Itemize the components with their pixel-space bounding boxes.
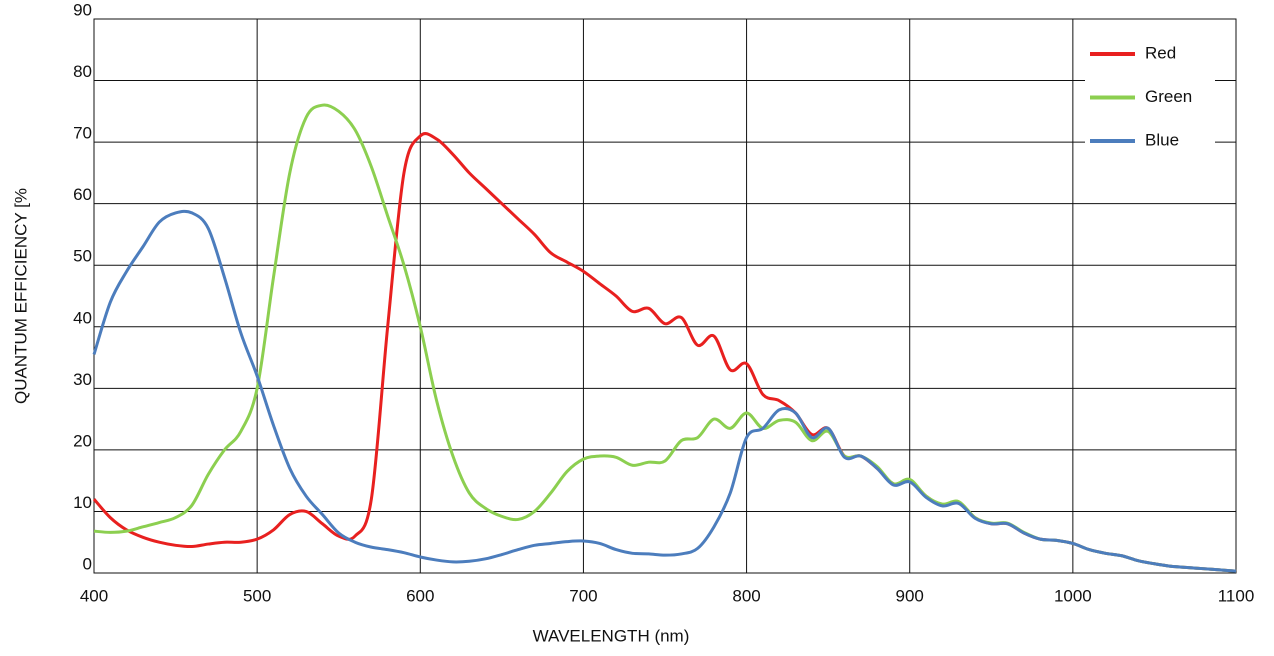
legend-box xyxy=(1085,30,1215,160)
x-tick-label: 900 xyxy=(896,586,924,605)
y-axis-label: QUANTUM EFFICIENCY [% xyxy=(11,188,30,404)
y-tick-label: 80 xyxy=(73,62,92,81)
x-axis-label: WAVELENGTH (nm) xyxy=(533,626,690,645)
y-tick-label: 90 xyxy=(73,0,92,19)
x-tick-label: 400 xyxy=(80,586,108,605)
x-tick-label: 1000 xyxy=(1054,586,1092,605)
y-tick-label: 40 xyxy=(73,308,92,327)
x-tick-label: 700 xyxy=(569,586,597,605)
y-tick-label: 0 xyxy=(83,554,92,573)
x-tick-label: 800 xyxy=(732,586,760,605)
y-tick-label: 50 xyxy=(73,247,92,266)
legend-label: Blue xyxy=(1145,130,1179,149)
y-tick-label: 60 xyxy=(73,185,92,204)
legend-label: Red xyxy=(1145,43,1176,62)
series-line xyxy=(93,103,1237,573)
plot-border xyxy=(93,18,1237,574)
x-tick-label: 1100 xyxy=(1218,586,1255,605)
y-tick-label: 20 xyxy=(73,431,92,450)
series-line xyxy=(92,209,1237,573)
legend-label: Green xyxy=(1145,87,1192,106)
x-tick-label: 500 xyxy=(243,586,271,605)
y-tick-label: 70 xyxy=(73,124,92,143)
y-tick-label: 10 xyxy=(73,493,92,512)
y-tick-label: 30 xyxy=(73,370,92,389)
x-tick-label: 600 xyxy=(406,586,434,605)
series-line xyxy=(92,132,1237,573)
